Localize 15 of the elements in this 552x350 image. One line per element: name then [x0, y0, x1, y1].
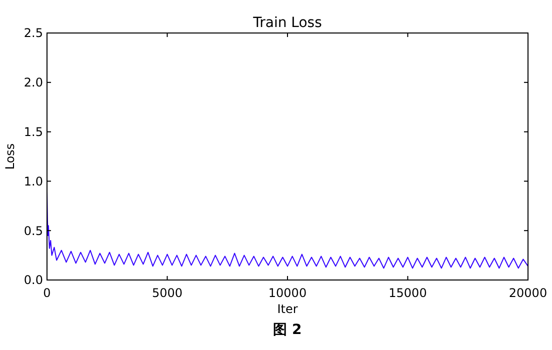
y-tick-label: 2.5	[24, 26, 43, 40]
y-tick-label: 1.5	[24, 125, 43, 139]
chart-title: Train Loss	[252, 15, 322, 31]
x-tick-label: 15000	[388, 286, 427, 300]
y-tick-label: 0.0	[24, 273, 43, 288]
x-tick-label: 0	[43, 286, 51, 300]
caption: 图 2	[273, 322, 302, 338]
x-tick-label: 20000	[508, 286, 548, 300]
y-tick-label: 1.0	[24, 174, 43, 188]
x-tick-label: 5000	[152, 286, 183, 300]
y-tick-label: 2.0	[24, 76, 43, 90]
x-axis-title: Iter	[277, 302, 298, 316]
y-axis-title: Loss	[3, 143, 17, 170]
y-tick-label: 0.5	[24, 224, 43, 238]
x-tick-label: 10000	[268, 286, 307, 300]
